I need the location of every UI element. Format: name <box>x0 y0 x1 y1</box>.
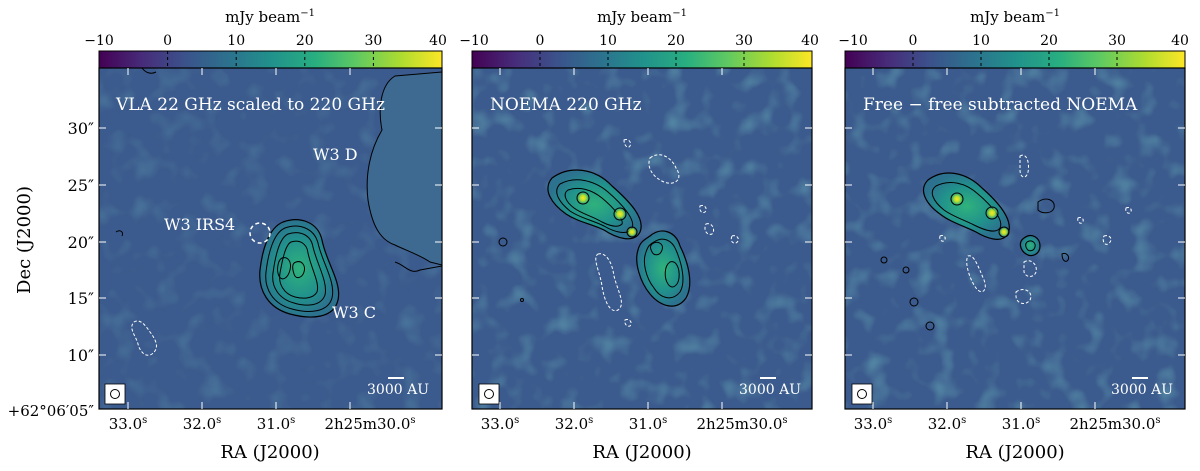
x-tick-label: 32.0s <box>928 415 967 433</box>
panel-title: NOEMA 220 GHz <box>490 95 642 115</box>
y-origin-label: +62°06′05″ <box>8 402 95 420</box>
colorbar-label: mJy beam−1 <box>970 8 1060 26</box>
colorbar-3: mJy beam−1 −10 0 10 20 30 40 <box>838 8 1189 69</box>
colorbar-tick: 10 <box>599 33 617 49</box>
y-tick-label: 30″ <box>68 119 94 138</box>
x-tick-label: 2h25m30.0s <box>324 415 415 433</box>
irs4-marker <box>249 222 271 244</box>
colorbar-tick: 0 <box>163 33 172 49</box>
x-tick-label: 32.0s <box>183 415 222 433</box>
x-tick-label: 2h25m30.0s <box>1069 415 1160 433</box>
colorbar-1: mJy beam−1 −10 0 10 20 30 40 <box>84 8 447 69</box>
colorbar-gradient <box>471 50 813 69</box>
colorbar-2: mJy beam−1 −10 0 10 20 30 40 <box>459 8 819 69</box>
x-axis-label: RA (J2000) <box>220 442 319 463</box>
source-label-w3c: W3 C <box>332 303 376 322</box>
colorbar-label: mJy beam−1 <box>225 8 315 26</box>
source-label-irs4: W3 IRS4 <box>164 215 235 234</box>
colorbar-tick: 10 <box>227 33 245 49</box>
y-tick-label: 10″ <box>68 346 94 365</box>
colorbar-tick: 20 <box>1040 33 1058 49</box>
colorbar-tick: 40 <box>801 33 819 49</box>
beam-marker <box>851 383 873 405</box>
colorbar-tick: 30 <box>1108 33 1126 49</box>
y-axis-label: Dec (J2000) <box>14 186 35 294</box>
colorbar-tick: 20 <box>667 33 685 49</box>
x-tick-label: 2h25m30.0s <box>696 415 787 433</box>
subtracted-emission-w3c <box>1019 234 1041 257</box>
colorbar-tick: 0 <box>909 33 918 49</box>
x-axis-1: 33.0s 32.0s 31.0s 2h25m30.0s RA (J2000) <box>109 415 416 463</box>
x-axis-label: RA (J2000) <box>592 442 691 463</box>
beam-marker <box>104 383 126 405</box>
source-label-w3d: W3 D <box>313 145 358 164</box>
svg-text:3000 AU: 3000 AU <box>367 382 429 398</box>
colorbar-label: mJy beam−1 <box>597 8 687 26</box>
colorbar-gradient <box>98 50 443 69</box>
colorbar-tick: 0 <box>536 33 545 49</box>
x-tick-label: 31.0s <box>257 415 296 433</box>
noema-emission-w3c <box>636 230 691 307</box>
panel-vla: VLA 22 GHz scaled to 220 GHz W3 D W3 IRS… <box>98 67 443 410</box>
w3c-source <box>259 219 340 318</box>
colorbar-tick: −10 <box>838 33 868 49</box>
noema-emission-arc <box>547 169 642 240</box>
colorbar-tick: 20 <box>296 33 314 49</box>
scalebar: 3000 AU <box>367 377 429 398</box>
scalebar: 3000 AU <box>739 377 801 398</box>
colorbar-tick: 40 <box>1171 33 1189 49</box>
panel-freefree-subtracted: Free − free subtracted NOEMA 3000 AU <box>844 67 1186 410</box>
x-tick-label: 33.0s <box>109 415 148 433</box>
x-tick-label: 31.0s <box>1002 415 1041 433</box>
colorbar-tick: −10 <box>84 33 114 49</box>
x-tick-label: 32.0s <box>555 415 594 433</box>
x-tick-label: 31.0s <box>629 415 668 433</box>
colorbar-tick: −10 <box>459 33 489 49</box>
svg-text:3000 AU: 3000 AU <box>739 382 801 398</box>
x-axis-2: 33.0s 32.0s 31.0s 2h25m30.0s RA (J2000) <box>481 415 788 463</box>
svg-text:3000 AU: 3000 AU <box>1111 382 1173 398</box>
colorbar-tick: 30 <box>364 33 382 49</box>
x-tick-label: 33.0s <box>481 415 520 433</box>
scalebar: 3000 AU <box>1111 377 1173 398</box>
colorbar-gradient <box>844 50 1186 69</box>
y-tick-label: 25″ <box>68 176 94 195</box>
colorbar-tick: 10 <box>972 33 990 49</box>
subtracted-emission-arc <box>923 172 1010 240</box>
panel-noema: NOEMA 220 GHz 3000 AU <box>471 67 813 410</box>
beam-marker <box>478 383 500 405</box>
y-tick-label: 20″ <box>68 233 94 252</box>
x-tick-label: 33.0s <box>854 415 893 433</box>
y-axis: 30″ 25″ 20″ 15″ 10″ +62°06′05″ <box>8 119 95 420</box>
panel-title: Free − free subtracted NOEMA <box>863 95 1138 115</box>
colorbar-tick: 40 <box>429 33 447 49</box>
panel-title: VLA 22 GHz scaled to 220 GHz <box>115 95 385 115</box>
x-axis-3: 33.0s 32.0s 31.0s 2h25m30.0s RA (J2000) <box>854 415 1161 463</box>
w3d-emission <box>366 71 442 266</box>
y-tick-label: 15″ <box>68 289 94 308</box>
colorbar-tick: 30 <box>735 33 753 49</box>
x-axis-label: RA (J2000) <box>965 442 1064 463</box>
